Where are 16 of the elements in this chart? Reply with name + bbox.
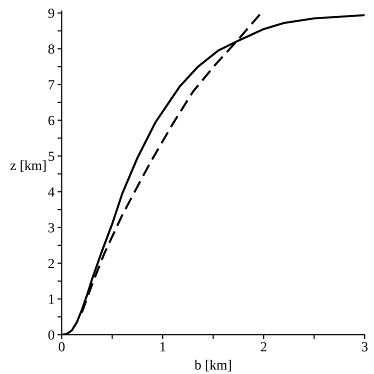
y-tick-label: 0 bbox=[48, 330, 54, 340]
y-tick-label: 7 bbox=[48, 80, 54, 90]
y-tick-label: 6 bbox=[48, 116, 54, 126]
y-tick-label: 3 bbox=[48, 223, 54, 232]
x-tick-label: 3 bbox=[362, 342, 368, 352]
x-axis-title: b [km] bbox=[194, 360, 231, 372]
y-tick-label: 8 bbox=[48, 44, 54, 54]
x-tick-label: 2 bbox=[260, 342, 266, 352]
y-tick-label: 4 bbox=[48, 187, 55, 197]
y-axis-title: z [km] bbox=[10, 160, 46, 172]
y-tick-label: 2 bbox=[48, 258, 54, 268]
x-tick-label: 1 bbox=[160, 342, 166, 352]
x-tick-label: 0 bbox=[58, 342, 65, 352]
y-tick-label: 1 bbox=[49, 294, 54, 304]
y-tick-label: 5 bbox=[48, 152, 54, 161]
y-tick-label: 9 bbox=[48, 8, 54, 18]
